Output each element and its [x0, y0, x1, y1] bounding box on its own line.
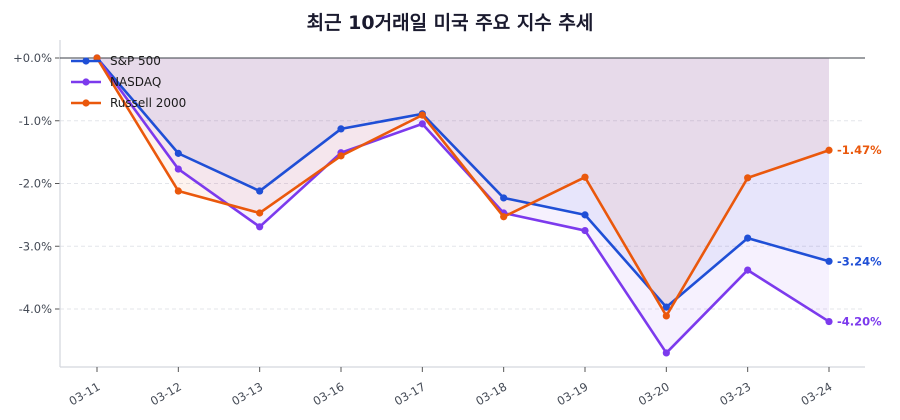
data-point — [825, 146, 833, 154]
data-point — [174, 165, 182, 173]
series-line — [95, 57, 830, 355]
x-tick-label: 03-19 — [555, 379, 591, 408]
data-point — [256, 209, 264, 217]
data-point — [500, 213, 508, 221]
y-tick-label: -1.0% — [19, 114, 52, 128]
legend: S&P 500 NASDAQ Russell 2000 — [71, 54, 186, 110]
x-tick-label: 03-12 — [148, 379, 184, 408]
data-point — [744, 174, 752, 182]
data-point — [256, 187, 264, 195]
data-point — [825, 257, 833, 265]
legend-label: S&P 500 — [110, 54, 161, 68]
data-point — [418, 120, 426, 128]
data-point — [174, 187, 182, 195]
end-labels: -3.24% -4.20% -1.47% — [837, 143, 882, 328]
data-point — [662, 303, 670, 311]
data-point — [825, 317, 833, 326]
data-point — [256, 223, 264, 231]
series-lines — [93, 54, 833, 357]
legend-label: NASDAQ — [110, 75, 161, 89]
x-tick-label: 03-23 — [717, 379, 753, 408]
legend-label: Russell 2000 — [110, 96, 186, 110]
end-value-label: -4.20% — [837, 315, 882, 329]
x-tick-label: 03-18 — [473, 379, 509, 408]
area-fill — [97, 58, 829, 316]
data-point — [581, 173, 589, 181]
data-point — [337, 125, 345, 133]
area-fill — [97, 58, 829, 308]
data-point — [662, 349, 670, 357]
data-point — [744, 234, 752, 242]
series-line — [96, 57, 830, 309]
data-point — [174, 149, 182, 157]
data-point — [744, 266, 752, 274]
data-point — [500, 194, 508, 202]
data-point — [662, 312, 670, 320]
data-point — [581, 211, 589, 219]
data-point — [581, 226, 589, 235]
end-value-label: -3.24% — [837, 254, 882, 268]
y-tick-label: -3.0% — [19, 239, 52, 253]
x-tick-label: 03-16 — [311, 379, 347, 408]
y-tick-label: -2.0% — [19, 177, 52, 191]
data-point — [337, 152, 345, 160]
data-point — [418, 111, 426, 119]
x-tick-label: 03-20 — [636, 379, 672, 408]
grid-lines — [60, 120, 865, 310]
x-tick-label: 03-11 — [67, 379, 103, 408]
y-tick-label: -4.0% — [19, 302, 52, 316]
y-tick-label: +0.0% — [13, 51, 52, 65]
x-tick-label: 03-24 — [799, 379, 835, 408]
chart-title: 최근 10거래일 미국 주요 지수 추세 — [306, 12, 594, 34]
x-tick-label: 03-17 — [392, 379, 428, 408]
end-value-label: -1.47% — [837, 143, 882, 157]
x-tick-label: 03-13 — [229, 379, 265, 408]
series-line — [95, 57, 830, 318]
